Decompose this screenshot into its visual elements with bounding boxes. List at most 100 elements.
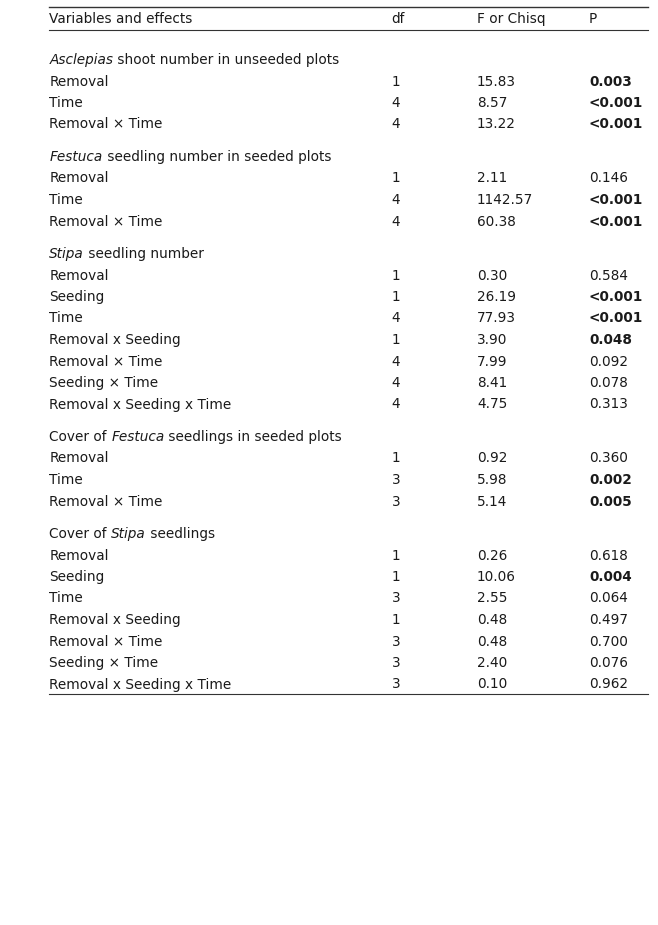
Text: 3: 3 (392, 677, 400, 692)
Text: 1: 1 (392, 75, 400, 89)
Text: 8.57: 8.57 (477, 96, 507, 110)
Text: 4: 4 (392, 354, 400, 368)
Text: 0.078: 0.078 (589, 376, 628, 390)
Text: 0.076: 0.076 (589, 656, 628, 670)
Text: 4: 4 (392, 398, 400, 412)
Text: Seeding × Time: Seeding × Time (49, 656, 159, 670)
Text: 0.003: 0.003 (589, 75, 632, 89)
Text: 8.41: 8.41 (477, 376, 507, 390)
Text: Removal × Time: Removal × Time (49, 354, 163, 368)
Text: 1: 1 (392, 171, 400, 186)
Text: 0.146: 0.146 (589, 171, 628, 186)
Text: 0.30: 0.30 (477, 268, 507, 282)
Text: Seeding × Time: Seeding × Time (49, 376, 159, 390)
Text: 10.06: 10.06 (477, 570, 516, 584)
Text: Removal: Removal (49, 75, 109, 89)
Text: Removal × Time: Removal × Time (49, 495, 163, 509)
Text: 0.360: 0.360 (589, 451, 628, 465)
Text: Festuca: Festuca (49, 150, 103, 164)
Text: 0.700: 0.700 (589, 635, 628, 648)
Text: Removal: Removal (49, 171, 109, 186)
Text: 0.10: 0.10 (477, 677, 507, 692)
Text: 5.98: 5.98 (477, 473, 507, 487)
Text: F or Chisq: F or Chisq (477, 12, 545, 26)
Text: 0.48: 0.48 (477, 635, 507, 648)
Text: Asclepias: Asclepias (49, 53, 113, 67)
Text: Removal x Seeding: Removal x Seeding (49, 613, 181, 627)
Text: 15.83: 15.83 (477, 75, 516, 89)
Text: 3: 3 (392, 591, 400, 606)
Text: 0.48: 0.48 (477, 613, 507, 627)
Text: Time: Time (49, 312, 83, 326)
Text: Stipa: Stipa (111, 527, 146, 541)
Text: Removal × Time: Removal × Time (49, 635, 163, 648)
Text: 4: 4 (392, 117, 400, 131)
Text: 0.004: 0.004 (589, 570, 632, 584)
Text: 26.19: 26.19 (477, 290, 516, 304)
Text: 1: 1 (392, 451, 400, 465)
Text: 4: 4 (392, 376, 400, 390)
Text: 2.55: 2.55 (477, 591, 507, 606)
Text: 4: 4 (392, 96, 400, 110)
Text: Time: Time (49, 473, 83, 487)
Text: 0.092: 0.092 (589, 354, 628, 368)
Text: 3: 3 (392, 635, 400, 648)
Text: Removal × Time: Removal × Time (49, 117, 163, 131)
Text: <0.001: <0.001 (589, 117, 644, 131)
Text: 1: 1 (392, 570, 400, 584)
Text: <0.001: <0.001 (589, 193, 644, 207)
Text: 0.962: 0.962 (589, 677, 628, 692)
Text: Time: Time (49, 591, 83, 606)
Text: 0.618: 0.618 (589, 549, 628, 562)
Text: seedlings in seeded plots: seedlings in seeded plots (164, 430, 342, 444)
Text: 5.14: 5.14 (477, 495, 507, 509)
Text: 4: 4 (392, 215, 400, 228)
Text: Festuca: Festuca (111, 430, 164, 444)
Text: Seeding: Seeding (49, 290, 105, 304)
Text: Cover of: Cover of (49, 430, 111, 444)
Text: Removal × Time: Removal × Time (49, 215, 163, 228)
Text: 4.75: 4.75 (477, 398, 507, 412)
Text: Time: Time (49, 193, 83, 207)
Text: 1: 1 (392, 333, 400, 347)
Text: 0.92: 0.92 (477, 451, 507, 465)
Text: seedling number in seeded plots: seedling number in seeded plots (103, 150, 331, 164)
Text: <0.001: <0.001 (589, 312, 644, 326)
Text: Variables and effects: Variables and effects (49, 12, 193, 26)
Text: Removal x Seeding x Time: Removal x Seeding x Time (49, 398, 232, 412)
Text: P: P (589, 12, 597, 26)
Text: 1: 1 (392, 268, 400, 282)
Text: Stipa: Stipa (49, 247, 84, 261)
Text: 3.90: 3.90 (477, 333, 507, 347)
Text: 4: 4 (392, 193, 400, 207)
Text: 13.22: 13.22 (477, 117, 516, 131)
Text: df: df (392, 12, 405, 26)
Text: Seeding: Seeding (49, 570, 105, 584)
Text: 0.005: 0.005 (589, 495, 632, 509)
Text: 1: 1 (392, 290, 400, 304)
Text: 4: 4 (392, 312, 400, 326)
Text: Time: Time (49, 96, 83, 110)
Text: Removal: Removal (49, 549, 109, 562)
Text: 3: 3 (392, 656, 400, 670)
Text: 7.99: 7.99 (477, 354, 507, 368)
Text: <0.001: <0.001 (589, 215, 644, 228)
Text: 0.064: 0.064 (589, 591, 628, 606)
Text: 77.93: 77.93 (477, 312, 516, 326)
Text: Removal: Removal (49, 268, 109, 282)
Text: 0.26: 0.26 (477, 549, 507, 562)
Text: 2.40: 2.40 (477, 656, 507, 670)
Text: <0.001: <0.001 (589, 96, 644, 110)
Text: 0.002: 0.002 (589, 473, 632, 487)
Text: 0.584: 0.584 (589, 268, 628, 282)
Text: Cover of: Cover of (49, 527, 111, 541)
Text: 60.38: 60.38 (477, 215, 516, 228)
Text: Removal x Seeding x Time: Removal x Seeding x Time (49, 677, 232, 692)
Text: Removal x Seeding: Removal x Seeding (49, 333, 181, 347)
Text: 3: 3 (392, 473, 400, 487)
Text: 2.11: 2.11 (477, 171, 507, 186)
Text: <0.001: <0.001 (589, 290, 644, 304)
Text: 0.313: 0.313 (589, 398, 628, 412)
Text: 1: 1 (392, 549, 400, 562)
Text: shoot number in unseeded plots: shoot number in unseeded plots (113, 53, 340, 67)
